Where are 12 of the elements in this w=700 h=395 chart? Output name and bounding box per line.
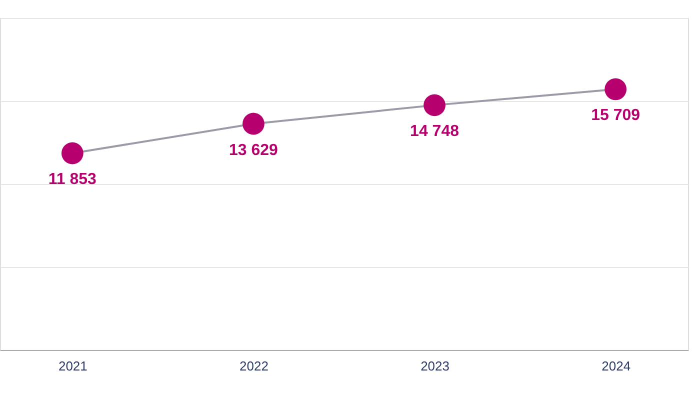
x-tick-label: 2024 (602, 358, 631, 374)
point (242, 112, 264, 135)
data-label: 11 853 (48, 171, 97, 188)
x-tick-label: 2022 (240, 358, 268, 374)
point (424, 94, 446, 116)
data-label: 13 629 (229, 142, 278, 159)
data-label: 14 748 (410, 123, 460, 140)
x-tick-label: 2023 (420, 358, 450, 374)
point (61, 142, 84, 164)
x-tick-label: 2021 (58, 358, 88, 374)
data-label: 15 709 (591, 107, 640, 124)
point (604, 78, 627, 100)
